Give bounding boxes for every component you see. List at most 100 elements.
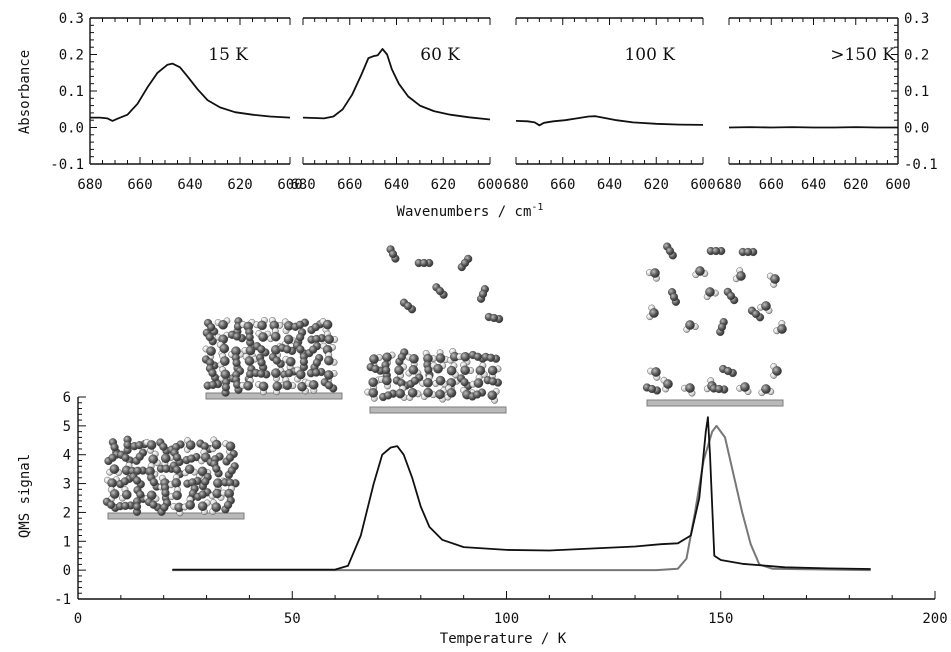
co2-molecule xyxy=(278,343,297,356)
dark-atom xyxy=(257,358,266,367)
water-molecule xyxy=(446,362,459,378)
water-molecule xyxy=(282,376,297,391)
co2-molecule xyxy=(245,328,255,347)
dark-atom xyxy=(258,332,268,342)
dark-atom xyxy=(146,440,157,450)
dark-atom xyxy=(219,343,230,354)
dark-atom xyxy=(371,364,380,374)
water-molecule xyxy=(324,351,338,366)
co2-molecule xyxy=(132,448,148,465)
co2-molecule xyxy=(738,247,758,257)
co2-molecule xyxy=(123,435,132,455)
spectrum-x-tick-label: 600 xyxy=(477,177,502,193)
dark-atom xyxy=(123,440,132,450)
water-molecule xyxy=(168,486,182,501)
co2-molecule xyxy=(320,378,338,393)
desorption-y-tick-label: 2 xyxy=(63,505,71,521)
dark-atom xyxy=(136,490,145,499)
co2-molecule xyxy=(306,367,326,378)
dark-atom xyxy=(382,375,392,386)
desorption-line-2 xyxy=(172,424,871,572)
co2-molecule xyxy=(202,328,217,346)
co2-molecule xyxy=(167,440,185,454)
co2-molecule xyxy=(432,283,448,299)
dark-atom xyxy=(208,368,217,378)
dark-atom xyxy=(368,377,379,388)
dark-atom xyxy=(132,502,142,511)
dark-atom xyxy=(133,466,142,475)
co2-molecule xyxy=(484,312,504,324)
dark-atom xyxy=(257,369,266,378)
dark-atom xyxy=(647,384,657,394)
dark-atom xyxy=(651,367,661,377)
spectrum-x-tick-label: 620 xyxy=(644,177,669,193)
substrate-plate xyxy=(107,512,245,520)
desorbing-co2-100k xyxy=(386,245,504,324)
co2-molecule xyxy=(203,380,223,390)
dark-atom xyxy=(435,286,445,296)
co2-molecule xyxy=(221,496,235,514)
spectrum-x-tick-label: 620 xyxy=(431,177,456,193)
water-molecule xyxy=(294,366,306,383)
water-molecule xyxy=(444,384,457,401)
co2-molecule xyxy=(156,438,171,456)
co2-molecule xyxy=(291,318,310,331)
spectra-x-axis-title: Wavenumbers / cm-1 xyxy=(397,202,544,220)
spectra-x-axis-title-sup: -1 xyxy=(531,202,543,213)
water-molecule xyxy=(106,464,123,476)
dark-atom xyxy=(369,354,379,364)
dark-atom xyxy=(243,380,253,391)
dark-atom xyxy=(685,383,695,393)
dark-atom xyxy=(283,334,294,345)
dark-atom xyxy=(213,478,223,488)
water-molecule xyxy=(460,361,475,376)
water-molecule xyxy=(305,379,319,394)
spectra-x-axis-title-main: Wavenumbers / cm xyxy=(397,204,532,220)
dark-atom xyxy=(460,351,471,362)
dark-atom xyxy=(283,345,292,354)
water-molecule xyxy=(469,374,484,388)
dark-atom xyxy=(220,356,230,366)
dark-atom xyxy=(221,383,231,392)
dark-atom xyxy=(312,368,321,377)
water-molecule xyxy=(239,377,254,391)
spectrum-x-tick-label: 660 xyxy=(759,177,784,193)
desorption-x-tick-label: 0 xyxy=(74,611,82,627)
dark-atom xyxy=(224,500,233,510)
co2-molecule xyxy=(706,246,726,256)
ice-15k xyxy=(102,435,245,520)
dark-atom xyxy=(296,333,305,342)
dark-atom xyxy=(368,388,379,398)
desorption-x-tick-label: 200 xyxy=(922,611,947,627)
water-molecule xyxy=(435,386,448,403)
dark-atom xyxy=(435,353,446,363)
water-molecule xyxy=(324,330,339,345)
water-molecule xyxy=(703,287,719,301)
water-molecule xyxy=(217,352,230,369)
dark-atom xyxy=(285,369,294,378)
dark-atom xyxy=(424,365,433,375)
desorption-y-tick-label: 5 xyxy=(63,419,71,435)
dark-atom xyxy=(446,388,457,398)
dark-atom xyxy=(649,308,659,318)
water-molecule xyxy=(209,436,222,453)
dark-atom xyxy=(740,382,750,392)
ice-illustrations xyxy=(102,242,787,520)
co2-molecule xyxy=(747,306,765,322)
dark-atom xyxy=(322,319,333,330)
dark-atom xyxy=(726,291,736,301)
dark-atom xyxy=(270,331,281,342)
dark-atom xyxy=(206,346,216,356)
co2-molecule xyxy=(483,376,503,387)
spectrum-y-tick-label: -0.1 xyxy=(50,157,84,173)
ice-150k xyxy=(642,363,784,407)
dark-atom xyxy=(106,500,116,509)
dark-atom xyxy=(324,355,334,366)
spectrum-y-tick-label: 0.2 xyxy=(904,48,929,64)
desorption-x-tick-label: 50 xyxy=(284,611,301,627)
co2-molecule xyxy=(307,334,326,344)
spectrum-y-tick-label: -0.1 xyxy=(904,157,938,173)
desorption-x-tick-label: 100 xyxy=(494,611,519,627)
water-molecule xyxy=(209,499,222,515)
